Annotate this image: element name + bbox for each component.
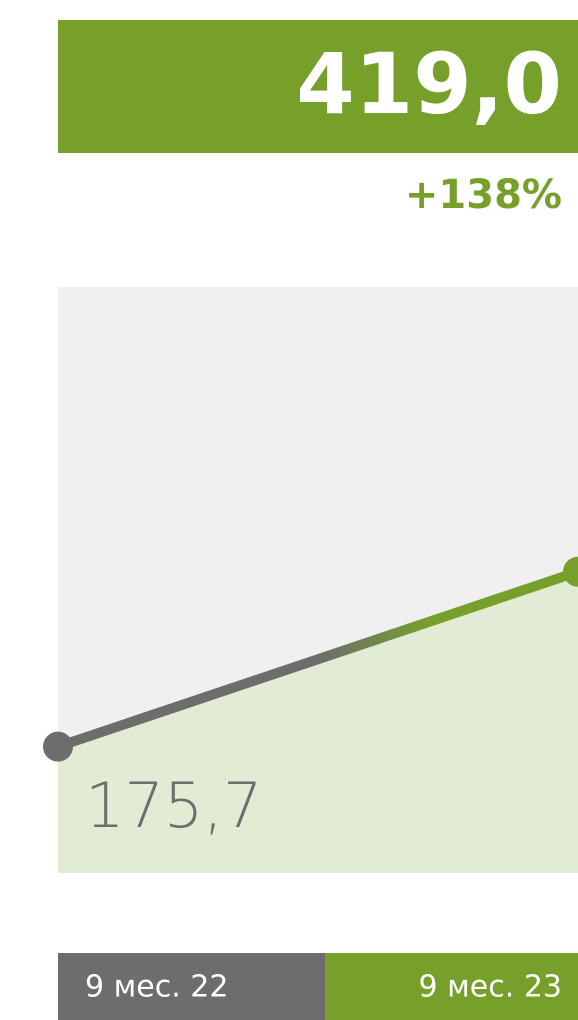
point — [43, 731, 73, 762]
category-box — [58, 953, 325, 1020]
x-tick-label: 9 мес. 23 — [419, 970, 562, 1005]
line — [56, 566, 578, 752]
value-label: 175,7 — [85, 769, 263, 842]
x-tick-label: 9 мес. 22 — [85, 970, 228, 1005]
value-label: 419,0 — [296, 35, 562, 133]
value-box — [58, 20, 578, 153]
area — [58, 571, 578, 873]
change-label: +138% — [405, 172, 562, 218]
point — [563, 556, 578, 587]
category-box — [325, 953, 578, 1020]
